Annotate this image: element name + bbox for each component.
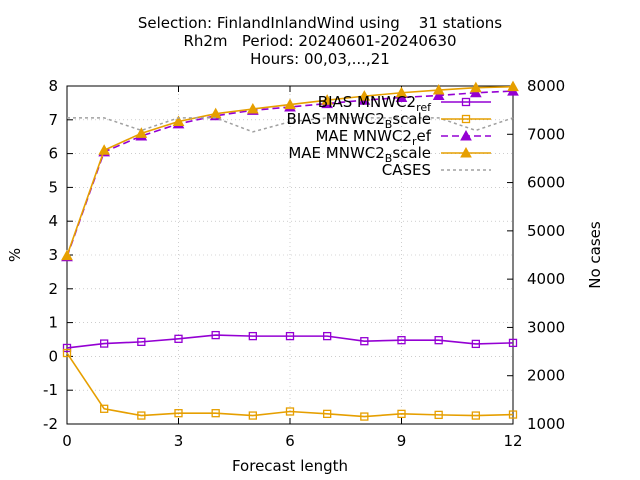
title-line-2: Rh2m Period: 20240601-20240630	[183, 32, 457, 50]
data-point	[434, 336, 443, 345]
data-point	[285, 407, 295, 416]
data-point	[460, 129, 472, 141]
y-tick-label: 7	[48, 111, 58, 129]
data-point	[100, 339, 109, 348]
data-point	[62, 348, 72, 358]
series-line	[66, 334, 514, 349]
series-line	[66, 352, 514, 418]
data-point	[246, 102, 259, 114]
data-point	[508, 338, 518, 348]
x-tick-label: 3	[174, 432, 184, 450]
data-point	[397, 336, 406, 345]
data-point	[211, 409, 220, 418]
data-point	[62, 343, 72, 353]
y2-tick-label: 5000	[527, 222, 565, 240]
data-point	[461, 114, 471, 124]
data-point	[284, 98, 296, 110]
data-point	[507, 80, 519, 92]
data-point	[61, 249, 73, 261]
y-tick-label: -1	[43, 381, 58, 399]
data-point	[360, 337, 369, 346]
data-point	[137, 337, 146, 347]
y2-axis-label: No cases	[586, 221, 604, 289]
title-line-1: Selection: FinlandInlandWind using 31 st…	[137, 14, 503, 32]
data-point	[358, 90, 371, 101]
data-point	[211, 330, 220, 340]
legend-label: BIAS MNWC2Bscale	[287, 110, 431, 131]
data-point	[471, 339, 480, 349]
x-tick-label: 6	[285, 432, 295, 450]
title-line-3: Hours: 00,03,...,21	[250, 50, 390, 68]
data-point	[321, 94, 334, 105]
data-point	[434, 410, 443, 420]
data-point	[248, 331, 257, 341]
y-tick-label: 0	[48, 347, 58, 365]
y2-tick-label: 6000	[527, 174, 565, 192]
y2-tick-label: 2000	[527, 367, 565, 385]
legend-label: CASES	[382, 161, 431, 179]
data-point	[172, 115, 185, 126]
legend-label: BIAS MNWC2ref	[318, 93, 432, 114]
x-tick-label: 9	[397, 432, 407, 450]
data-point	[285, 331, 295, 341]
y-tick-label: 2	[48, 280, 58, 298]
legend-label: MAE MNWC2ref	[315, 127, 431, 148]
x-tick-label: 12	[503, 432, 522, 450]
data-point	[471, 411, 480, 420]
data-point	[432, 84, 445, 95]
y2-tick-label: 8000	[527, 77, 565, 95]
y2-tick-label: 1000	[527, 415, 565, 433]
data-point	[323, 331, 332, 341]
series-line	[67, 117, 514, 133]
y-tick-label: 1	[48, 314, 58, 332]
y-tick-label: 3	[48, 246, 58, 264]
data-point	[135, 127, 148, 138]
y-tick-label: 5	[48, 178, 58, 196]
y-tick-label: 4	[48, 212, 58, 230]
y2-tick-label: 4000	[527, 270, 565, 288]
data-point	[508, 410, 518, 419]
data-point	[98, 144, 111, 155]
y-tick-label: -2	[43, 415, 58, 433]
data-point	[461, 97, 471, 107]
y-tick-label: 8	[48, 77, 58, 95]
data-point	[460, 146, 472, 158]
data-point	[360, 412, 369, 421]
data-point	[100, 404, 109, 413]
data-point	[174, 334, 183, 343]
data-point	[174, 409, 183, 418]
data-point	[137, 411, 146, 420]
y-axis-label: %	[6, 248, 24, 262]
y2-tick-label: 7000	[527, 125, 565, 143]
data-point	[323, 409, 332, 419]
data-point	[432, 89, 445, 100]
y-tick-label: 6	[48, 145, 58, 163]
data-point	[395, 86, 408, 98]
data-point	[397, 409, 406, 419]
legend-label: MAE MNWC2Bscale	[288, 144, 431, 165]
x-axis-label: Forecast length	[232, 457, 348, 475]
data-point	[248, 411, 257, 420]
x-tick-label: 0	[62, 432, 72, 450]
data-point	[469, 86, 482, 98]
data-point	[469, 81, 482, 93]
y2-tick-label: 3000	[527, 318, 565, 336]
